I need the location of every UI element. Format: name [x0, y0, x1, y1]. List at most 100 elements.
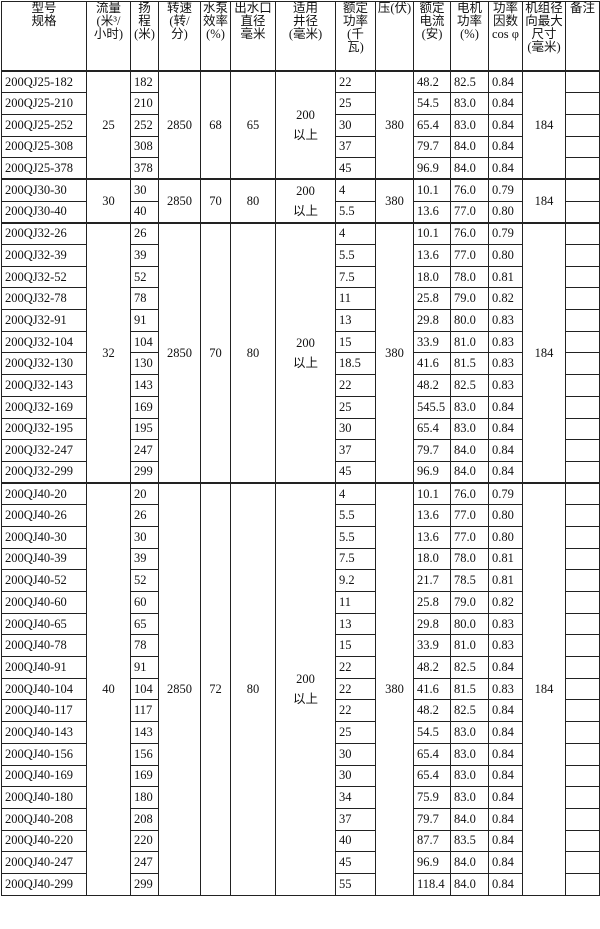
model: 200QJ32-169 [1, 395, 87, 419]
motor-efficiency: 83.0 [450, 92, 489, 115]
header-cell: 型号 规格 [1, 1, 87, 72]
head: 52 [130, 569, 159, 592]
model: 200QJ25-378 [1, 157, 87, 180]
rated-current: 13.6 [413, 504, 451, 527]
rated-current: 33.9 [413, 330, 451, 354]
outlet-diameter: 80 [230, 482, 276, 896]
motor-efficiency: 78.0 [450, 265, 489, 289]
data-row: 200QJ32-26 32 26 2850 70 80 200 以上 4 380 10.1 76.0 0… [1, 221, 600, 484]
header-line: cos φ [491, 27, 519, 41]
header-line: (转/ [169, 14, 190, 28]
head: 104 [130, 677, 159, 701]
power-factor: 0.84 [488, 872, 523, 896]
rated-power: 45 [335, 157, 376, 180]
head: 143 [130, 374, 159, 397]
head: 156 [130, 742, 159, 766]
unit-size: 184 [522, 221, 566, 484]
motor-efficiency: 82.5 [450, 699, 489, 723]
head: 195 [130, 417, 159, 441]
data-row: 200QJ40-65 65 13 29.8 80.0 0.83 [1, 612, 600, 636]
motor-efficiency: 83.0 [450, 395, 489, 419]
rated-power: 13 [335, 612, 376, 636]
rated-current: 13.6 [413, 244, 451, 267]
remark [565, 569, 600, 592]
header-cell: 功率 因数 cos φ [488, 1, 523, 72]
remark [565, 352, 600, 376]
header-line: 程 [138, 14, 151, 28]
model: 200QJ40-30 [1, 525, 87, 549]
rated-power: 55 [335, 872, 376, 896]
rated-current: 21.7 [413, 569, 451, 592]
rated-power: 25 [335, 92, 376, 115]
rated-power: 22 [335, 677, 376, 701]
model: 200QJ25-210 [1, 92, 87, 115]
header-cell: 流量 (米³/小时) [86, 1, 131, 72]
model: 200QJ32-52 [1, 265, 87, 289]
model: 200QJ40-117 [1, 699, 87, 723]
data-row: 200QJ25-182 25 182 2850 68 65 200 以上 22 380 48.2 82… [1, 69, 600, 180]
model: 200QJ30-30 [1, 178, 87, 202]
head: 378 [130, 157, 159, 180]
rated-power: 7.5 [335, 547, 376, 571]
header-line: 效率 [202, 14, 228, 28]
data-row: 200QJ40-169 169 30 65.4 83.0 0.84 [1, 764, 600, 788]
power-factor: 0.84 [488, 851, 523, 874]
head: 182 [130, 70, 159, 94]
power-factor: 0.81 [488, 547, 523, 571]
header-line: 型号 [31, 1, 57, 15]
rated-current: 54.5 [413, 721, 451, 744]
model: 200QJ40-65 [1, 612, 87, 636]
rated-power: 11 [335, 591, 376, 614]
header-line: 额定 [342, 1, 368, 15]
rated-current: 48.2 [413, 70, 451, 94]
header-line: (毫米) [527, 40, 561, 54]
well-line: 以上 [292, 128, 318, 143]
head: 78 [130, 287, 159, 311]
remark [565, 157, 600, 180]
motor-efficiency: 79.0 [450, 591, 489, 614]
rated-current: 79.7 [413, 135, 451, 159]
model: 200QJ30-40 [1, 200, 87, 224]
motor-efficiency: 83.0 [450, 113, 489, 137]
power-factor: 0.83 [488, 330, 523, 354]
voltage: 380 [375, 221, 414, 484]
unit-size: 184 [522, 69, 566, 180]
rated-power: 9.2 [335, 569, 376, 592]
voltage: 380 [375, 178, 414, 224]
head: 308 [130, 135, 159, 159]
power-factor: 0.84 [488, 807, 523, 831]
unit-size: 184 [522, 178, 566, 224]
head: 91 [130, 309, 159, 332]
data-row: 200QJ25-378 378 45 96.9 84.0 0.84 [1, 157, 600, 180]
power-factor: 0.83 [488, 309, 523, 332]
header-line: 压(伏) [377, 1, 412, 15]
pump-efficiency: 68 [200, 69, 231, 180]
motor-efficiency: 84.0 [450, 851, 489, 874]
power-factor: 0.83 [488, 352, 523, 376]
header-cell: 额定 功率 (千 瓦) [335, 1, 376, 72]
data-row: 200QJ32-247 247 37 79.7 84.0 0.84 [1, 439, 600, 462]
well-line: 200 [296, 335, 315, 350]
rated-current: 41.6 [413, 677, 451, 701]
data-row: 200QJ25-252 252 30 65.4 83.0 0.84 [1, 113, 600, 137]
remark [565, 872, 600, 896]
motor-efficiency: 81.5 [450, 352, 489, 376]
header-line: 流量 [95, 1, 121, 15]
remark [565, 244, 600, 267]
rated-power: 4 [335, 178, 376, 202]
pump-efficiency: 70 [200, 221, 231, 484]
model: 200QJ40-91 [1, 656, 87, 679]
remark [565, 287, 600, 311]
header-cell: 电机 功率 (%) [450, 1, 489, 72]
header-line: 因数 [492, 14, 518, 28]
model: 200QJ40-20 [1, 482, 87, 506]
rated-current: 65.4 [413, 113, 451, 137]
header-line: 扬 [138, 1, 151, 15]
power-factor: 0.84 [488, 742, 523, 766]
header-cell: 备注 [565, 1, 600, 72]
header-line: 备注 [569, 1, 595, 15]
power-factor: 0.84 [488, 764, 523, 788]
data-row: 200QJ32-169 169 25 545.5 83.0 0.84 [1, 395, 600, 419]
power-factor: 0.83 [488, 677, 523, 701]
